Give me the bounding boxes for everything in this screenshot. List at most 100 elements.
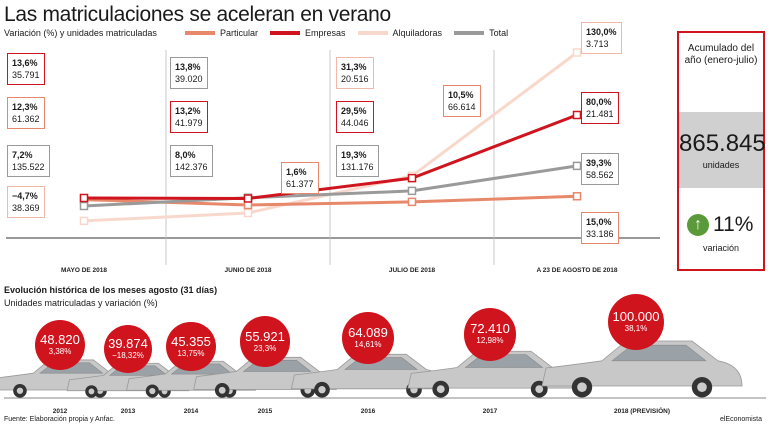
box-units: 66.614 xyxy=(448,102,476,112)
arrow-up-icon: ↑ xyxy=(687,214,709,237)
data-label-box: 80,0% 21.481 xyxy=(581,92,619,124)
box-pct: 13,8% xyxy=(175,62,201,72)
box-pct: 7,2% xyxy=(12,150,33,160)
car-hub xyxy=(218,386,226,394)
box-units: 61.362 xyxy=(12,114,40,124)
box-pct: 10,5% xyxy=(448,90,474,100)
summary-pct-label: variación xyxy=(702,243,740,253)
data-point-alquiladoras xyxy=(79,216,89,226)
legend-item-particular: Particular xyxy=(185,28,258,38)
data-label-box: 39,3% 58.562 xyxy=(581,153,619,185)
circle-variation: 12,98% xyxy=(476,336,504,346)
data-label-box: 19,3% 131.176 xyxy=(336,145,379,177)
box-pct: 130,0% xyxy=(586,27,617,37)
series-line-total xyxy=(83,164,578,208)
legend-item-alquiladoras: Alquiladoras xyxy=(357,28,443,38)
data-point-empresas xyxy=(79,193,89,203)
data-label-box: 1,6% 61.377 xyxy=(281,162,319,194)
box-units: 41.979 xyxy=(175,118,203,128)
legend-item-total: Total xyxy=(454,28,508,38)
box-units: 20.516 xyxy=(341,74,369,84)
year-label: 2013 xyxy=(121,408,136,415)
box-pct: 29,5% xyxy=(341,106,367,116)
data-point-particular xyxy=(572,192,582,201)
car-hub xyxy=(16,387,24,394)
box-units: 44.046 xyxy=(341,118,369,128)
legend-swatch-total xyxy=(454,31,485,35)
value-circle: 72.410 12,98% xyxy=(463,308,517,361)
year-label: 2012 xyxy=(53,408,68,415)
data-point-total xyxy=(572,161,582,171)
value-circle: 45.355 13,75% xyxy=(166,321,216,372)
data-label-box: 13,6% 35.791 xyxy=(7,53,45,85)
year-label: 2017 xyxy=(483,408,498,415)
box-units: 33.186 xyxy=(586,229,614,239)
car-hub xyxy=(697,382,707,393)
box-units: 35.791 xyxy=(12,70,40,80)
chart-title: Las matriculaciones se aceleran en veran… xyxy=(4,3,391,26)
value-circle: 39.874 −18,32% xyxy=(103,324,153,374)
circle-variation: 23,3% xyxy=(253,343,277,353)
footer-source: Fuente: Elaboración propia y Anfac. xyxy=(4,416,115,423)
car-hub xyxy=(436,385,445,394)
data-label-box: 13,8% 39.020 xyxy=(170,57,208,89)
box-units: 142.376 xyxy=(175,162,208,172)
summary-panel: Acumulado del año (enero-julio) 865.845 … xyxy=(677,31,766,271)
box-pct: 19,3% xyxy=(341,150,367,160)
car-hub xyxy=(88,388,95,395)
legend-swatch-empresas xyxy=(270,31,301,35)
box-units: 21.481 xyxy=(586,109,614,119)
car-hub xyxy=(318,386,326,394)
box-units: 131.176 xyxy=(341,162,374,172)
car-hub xyxy=(535,385,544,394)
value-circle: 64.089 14,61% xyxy=(342,312,394,364)
box-pct: 13,6% xyxy=(12,58,38,68)
circle-value: 55.921 xyxy=(245,328,285,344)
year-label: 2014 xyxy=(184,408,199,415)
data-point-alquiladoras xyxy=(572,48,582,57)
legend-label: Alquiladoras xyxy=(392,28,443,38)
summary-unit: unidades xyxy=(702,160,740,170)
data-label-box: 13,2% 41.979 xyxy=(170,101,208,133)
series-line-empresas xyxy=(83,113,578,201)
summary-value: 865.845 xyxy=(679,130,766,157)
data-label-box: 31,3% 20.516 xyxy=(336,57,374,89)
circle-value: 100.000 xyxy=(612,309,660,324)
circle-variation: 13,75% xyxy=(177,348,205,358)
summary-pct-row: ↑ 11% xyxy=(687,213,753,237)
data-label-box: 8,0% 142.376 xyxy=(170,145,213,177)
chart-subtitle: Variación (%) y unidades matriculadas xyxy=(4,28,157,38)
data-label-box: 10,5% 66.614 xyxy=(443,85,481,117)
summary-band: 865.845 unidades xyxy=(679,112,766,188)
legend-item-empresas: Empresas xyxy=(270,28,346,38)
box-units: 38.369 xyxy=(12,203,40,213)
data-label-box: 7,2% 135.522 xyxy=(7,145,50,177)
summary-label: Acumulado del año (enero-julio) xyxy=(684,43,758,66)
circle-value: 39.874 xyxy=(108,336,148,352)
car-hub xyxy=(149,387,156,395)
year-label: 2016 xyxy=(361,408,376,415)
circle-value: 45.355 xyxy=(171,333,211,349)
legend-label: Empresas xyxy=(305,28,346,38)
legend-swatch-alquiladoras xyxy=(357,31,388,35)
x-tick-label: JUNIO DE 2018 xyxy=(225,267,272,274)
data-label-box: 130,0% 3.713 xyxy=(581,22,622,54)
x-tick-label: A 23 DE AGOSTO DE 2018 xyxy=(536,267,617,274)
data-point-total xyxy=(407,186,417,196)
box-pct: 12,3% xyxy=(12,102,38,112)
data-point-total xyxy=(79,201,89,211)
data-point-alquiladoras xyxy=(243,208,253,218)
box-pct: 39,3% xyxy=(586,158,612,168)
legend-label: Total xyxy=(489,28,509,38)
year-label: 2015 xyxy=(258,408,273,415)
box-pct: −4,7% xyxy=(12,191,38,201)
legend-swatch-particular xyxy=(185,31,215,35)
circle-variation: −18,32% xyxy=(112,351,144,361)
x-tick-label: JULIO DE 2018 xyxy=(389,267,436,274)
box-units: 61.377 xyxy=(286,179,314,189)
x-tick-label: MAYO DE 2018 xyxy=(61,267,107,274)
data-label-box: 29,5% 44.046 xyxy=(336,101,374,133)
circle-variation: 3,38% xyxy=(48,347,72,357)
circle-value: 72.410 xyxy=(470,321,510,337)
data-point-empresas xyxy=(407,173,417,183)
